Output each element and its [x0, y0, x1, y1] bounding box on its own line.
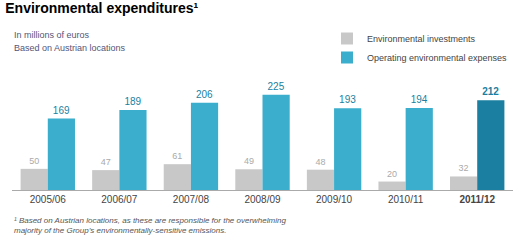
svg-text:2009/10: 2009/10 — [316, 194, 353, 205]
svg-text:169: 169 — [53, 105, 70, 116]
svg-text:2006/07: 2006/07 — [101, 194, 138, 205]
svg-text:32: 32 — [459, 163, 469, 173]
svg-text:20: 20 — [387, 169, 397, 179]
svg-text:In millions of euros: In millions of euros — [14, 30, 90, 40]
svg-text:61: 61 — [172, 151, 182, 161]
svg-text:2005/06: 2005/06 — [30, 194, 67, 205]
svg-text:48: 48 — [315, 157, 325, 167]
svg-text:¹ Based on Austrian locations,: ¹ Based on Austrian locations, as these … — [14, 216, 286, 235]
svg-text:212: 212 — [482, 86, 499, 97]
svg-text:49: 49 — [244, 156, 254, 166]
svg-text:194: 194 — [411, 94, 428, 105]
svg-text:Environmental investments: Environmental investments — [367, 34, 476, 44]
svg-text:2010/11: 2010/11 — [388, 194, 424, 205]
svg-text:206: 206 — [196, 89, 213, 100]
svg-text:Based on Austrian locations: Based on Austrian locations — [14, 43, 126, 53]
svg-text:2007/08: 2007/08 — [173, 194, 210, 205]
svg-text:2011/12: 2011/12 — [459, 194, 495, 205]
svg-text:Operating environmental expens: Operating environmental expenses — [367, 53, 507, 63]
svg-text:2008/09: 2008/09 — [244, 194, 281, 205]
svg-text:50: 50 — [29, 156, 39, 166]
svg-text:189: 189 — [124, 96, 141, 107]
svg-text:Environmental expenditures¹: Environmental expenditures¹ — [5, 0, 198, 16]
svg-text:193: 193 — [339, 94, 356, 105]
svg-text:47: 47 — [101, 157, 111, 167]
svg-text:225: 225 — [268, 81, 285, 92]
